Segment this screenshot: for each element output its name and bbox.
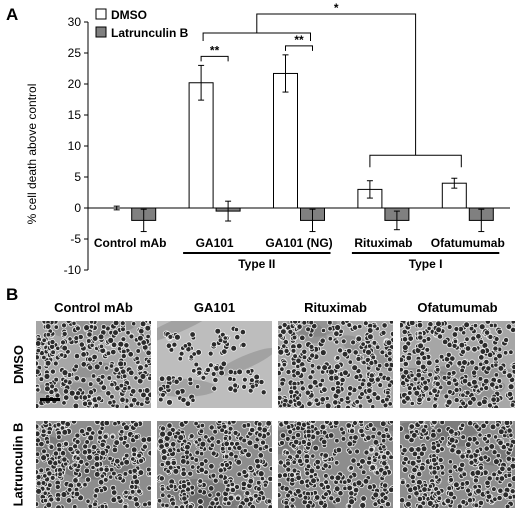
y-tick-label: -10 bbox=[64, 263, 82, 277]
micrograph-image bbox=[400, 321, 515, 408]
y-tick-label: 5 bbox=[74, 170, 81, 184]
micrograph-image bbox=[36, 421, 151, 508]
legend-label: Latrunculin B bbox=[111, 26, 189, 40]
legend-label: DMSO bbox=[111, 8, 147, 22]
panel-a-letter: A bbox=[6, 5, 18, 24]
y-tick-label: -5 bbox=[70, 232, 81, 246]
y-tick-label: 30 bbox=[68, 15, 82, 29]
panel-b-letter: B bbox=[6, 285, 18, 305]
significance-label: ** bbox=[210, 43, 220, 57]
y-axis-title: % cell death above control bbox=[25, 84, 39, 225]
row-label: DMSO bbox=[11, 345, 26, 384]
legend-swatch bbox=[96, 27, 106, 37]
significance-label: ** bbox=[294, 33, 304, 47]
legend-swatch bbox=[96, 9, 106, 19]
row-label: Latrunculin B bbox=[10, 423, 25, 507]
group-label: Type II bbox=[238, 257, 275, 271]
bar-chart: -10 -5 0 5 10 15 20 25 30 % cell death above cont… bbox=[25, 1, 510, 277]
y-tick-label: 0 bbox=[74, 201, 81, 215]
micrograph-image bbox=[278, 321, 393, 408]
column-label: Rituximab bbox=[278, 300, 393, 315]
category-label: GA101 bbox=[196, 236, 234, 250]
significance-label: * bbox=[334, 1, 339, 15]
column-label: Ofatumumab bbox=[400, 300, 515, 315]
group-label: Type I bbox=[409, 257, 443, 271]
y-tick-label: 15 bbox=[68, 108, 82, 122]
y-tick-label: 20 bbox=[68, 77, 82, 91]
group-bracket bbox=[370, 155, 461, 167]
micrograph-image bbox=[157, 321, 272, 408]
y-tick-label: 25 bbox=[68, 46, 82, 60]
bar bbox=[189, 83, 213, 208]
category-label: Rituximab bbox=[354, 236, 412, 250]
micrograph-image bbox=[157, 421, 272, 508]
micrograph-image bbox=[36, 321, 151, 408]
micrograph-image bbox=[400, 421, 515, 508]
micrograph-image bbox=[278, 421, 393, 508]
category-label: GA101 (NG) bbox=[265, 236, 332, 250]
y-tick-label: 10 bbox=[68, 139, 82, 153]
category-label: Ofatumumab bbox=[431, 236, 505, 250]
category-label: Control mAb bbox=[94, 236, 167, 250]
column-label: GA101 bbox=[157, 300, 272, 315]
column-label: Control mAb bbox=[36, 300, 151, 315]
bar bbox=[274, 73, 298, 208]
